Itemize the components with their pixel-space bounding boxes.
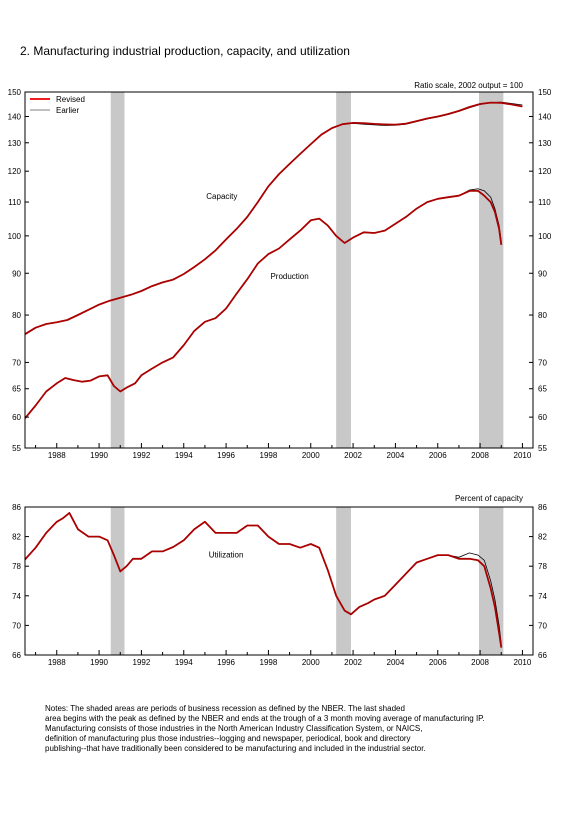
y-tick-label-right: 74 — [538, 592, 547, 601]
figure-title: 2. Manufacturing industrial production, … — [20, 44, 350, 58]
y-tick-label-left: 82 — [12, 533, 21, 542]
x-tick-label: 1992 — [133, 658, 151, 667]
plot-frame — [24, 91, 534, 449]
y-tick-label-left: 66 — [12, 651, 21, 660]
y-tick-label-left: 140 — [8, 112, 22, 121]
series-line-revised-utilization — [24, 512, 503, 648]
recession-band — [479, 92, 504, 448]
series-line-revised-production — [24, 189, 503, 419]
x-tick-label: 2002 — [344, 658, 362, 667]
y-tick-label-right: 110 — [538, 198, 551, 207]
plot-frame — [24, 506, 534, 656]
x-tick-label: 2010 — [514, 658, 532, 667]
y-tick-label-left: 90 — [12, 269, 21, 278]
x-tick-label: 1996 — [217, 658, 235, 667]
series-label-utilization: Utilization — [209, 550, 244, 559]
y-tick-label-left: 120 — [8, 167, 22, 176]
y-tick-label-left: 65 — [12, 385, 21, 394]
y-tick-label-left: 130 — [8, 139, 22, 148]
scale-annotation: Ratio scale, 2002 output = 100 — [414, 81, 523, 90]
series-line-revised-capacity — [24, 101, 523, 335]
series-label-production: Production — [270, 272, 308, 281]
y-tick-label-left: 55 — [12, 444, 21, 453]
recession-band — [110, 92, 125, 448]
y-tick-label-left: 86 — [12, 503, 21, 512]
x-tick-label: 2010 — [514, 451, 532, 460]
y-tick-label-right: 140 — [538, 112, 552, 121]
y-tick-label-right: 86 — [538, 503, 547, 512]
notes-line: area begins with the peak as defined by … — [45, 714, 485, 723]
recession-band — [110, 507, 125, 655]
production-capacity-panel: 55 55 60 60 65 65 70 70 80 80 90 90 100 100 110 110 120 1… — [8, 81, 552, 460]
y-tick-label-left: 70 — [12, 621, 21, 630]
y-tick-label-left: 60 — [12, 413, 21, 422]
y-tick-label-right: 90 — [538, 269, 547, 278]
y-tick-label-left: 74 — [12, 592, 21, 601]
y-tick-label-right: 55 — [538, 444, 547, 453]
y-tick-label-right: 78 — [538, 562, 547, 571]
x-tick-label: 1988 — [48, 451, 66, 460]
x-tick-label: 1998 — [260, 451, 278, 460]
x-tick-label: 1996 — [217, 451, 235, 460]
legend-label-earlier: Earlier — [56, 106, 79, 115]
x-tick-label: 2000 — [302, 658, 320, 667]
x-tick-label: 2000 — [302, 451, 320, 460]
y-tick-label-right: 60 — [538, 413, 547, 422]
y-tick-label-right: 100 — [538, 232, 552, 241]
legend-label-revised: Revised — [56, 95, 85, 104]
x-tick-label: 2002 — [344, 451, 362, 460]
y-tick-label-left: 110 — [8, 198, 21, 207]
y-tick-label-left: 150 — [8, 88, 22, 97]
x-tick-label: 2004 — [387, 451, 405, 460]
x-tick-label: 1998 — [260, 658, 278, 667]
y-tick-label-right: 66 — [538, 651, 547, 660]
y-tick-label-right: 120 — [538, 167, 552, 176]
y-tick-label-right: 150 — [538, 88, 552, 97]
x-tick-label: 2006 — [429, 451, 447, 460]
x-tick-label: 1992 — [133, 451, 151, 460]
y-tick-label-right: 130 — [538, 139, 552, 148]
x-tick-label: 2008 — [471, 451, 489, 460]
notes-line: definition of manufacturing plus those i… — [45, 734, 411, 743]
y-tick-label-right: 70 — [538, 621, 547, 630]
x-tick-label: 1990 — [90, 658, 108, 667]
recession-band — [336, 92, 351, 448]
x-tick-label: 1994 — [175, 451, 193, 460]
y-tick-label-right: 65 — [538, 385, 547, 394]
series-line-earlier-utilization — [24, 512, 502, 644]
x-tick-label: 2006 — [429, 658, 447, 667]
x-tick-label: 1990 — [90, 451, 108, 460]
x-tick-label: 1994 — [175, 658, 193, 667]
x-tick-label: 2008 — [471, 658, 489, 667]
series-line-earlier-capacity — [24, 101, 523, 335]
chart-area: 55 55 60 60 65 65 70 70 80 80 90 90 100 100 110 110 120 1… — [8, 81, 552, 667]
y-tick-label-left: 78 — [12, 562, 21, 571]
y-tick-label-left: 100 — [8, 232, 22, 241]
series-line-earlier-production — [24, 188, 502, 419]
y-tick-label-right: 80 — [538, 311, 547, 320]
x-tick-label: 1988 — [48, 658, 66, 667]
notes-line: Manufacturing consists of those industri… — [45, 724, 423, 733]
x-tick-label: 2004 — [387, 658, 405, 667]
y-tick-label-right: 70 — [538, 358, 547, 367]
series-label-capacity: Capacity — [206, 192, 237, 201]
notes-line: publishing--that have traditionally been… — [45, 744, 426, 753]
y-tick-label-right: 82 — [538, 533, 547, 542]
scale-annotation: Percent of capacity — [455, 494, 523, 503]
utilization-panel: 66 66 70 70 74 74 78 78 82 82 86 86 1988 1990 1992 1994… — [12, 494, 547, 667]
y-tick-label-left: 80 — [12, 311, 21, 320]
recession-band — [336, 507, 351, 655]
notes-block: Notes: The shaded areas are periods of b… — [45, 704, 565, 754]
y-tick-label-left: 70 — [12, 358, 21, 367]
notes-line: Notes: The shaded areas are periods of b… — [45, 704, 405, 713]
